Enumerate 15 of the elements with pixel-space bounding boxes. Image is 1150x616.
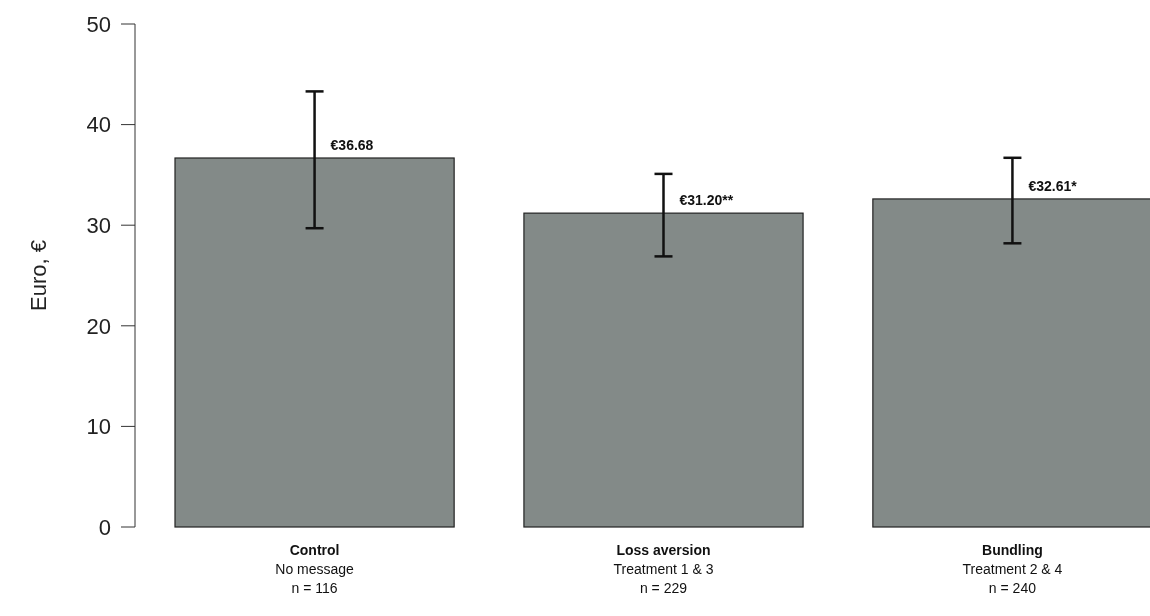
y-tick-label: 50	[86, 11, 111, 37]
bar	[523, 212, 804, 528]
y-tick-label: 20	[86, 313, 111, 339]
x-tick-label: Control No message n = 116	[275, 542, 355, 596]
y-tick-label: 30	[86, 212, 111, 238]
y-tick-label: 40	[86, 112, 111, 138]
data-label: €32.61*	[1028, 177, 1078, 194]
x-tick-label: Bundling Treatment 2 & 4 n = 240	[962, 542, 1063, 596]
bar	[174, 157, 455, 528]
x-tick-label: Loss aversion Treatment 1 & 3 n = 229	[613, 542, 714, 596]
data-label: €36.68	[330, 137, 374, 153]
y-tick-label: 10	[86, 414, 111, 440]
y-tick-label: 0	[98, 514, 111, 540]
y-axis-title: Euro, €	[26, 240, 51, 311]
data-label: €31.20**	[679, 192, 734, 209]
